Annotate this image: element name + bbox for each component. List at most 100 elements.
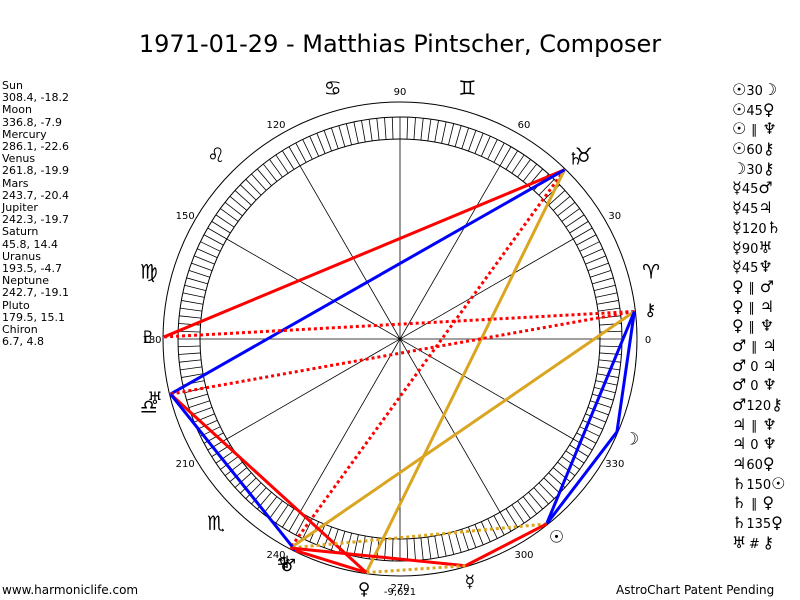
degree-tick	[538, 482, 555, 499]
degree-tick	[215, 450, 235, 464]
zodiac-sign-icon: ♍	[140, 260, 158, 284]
degree-tick	[528, 491, 544, 510]
degree-tick	[598, 359, 621, 363]
aspect-symbol: ∥	[751, 123, 758, 139]
degree-tick	[323, 130, 332, 152]
aspect-symbol: 45	[741, 182, 759, 198]
aspect-row: ♃ 60 ♀	[732, 454, 786, 474]
degree-tick	[178, 352, 201, 355]
aspect-line	[290, 522, 547, 550]
planet-coords-sun: 308.4, -18.2	[2, 91, 69, 105]
planet-icon-chiron: ⚷	[644, 301, 656, 321]
degree-tick	[441, 121, 447, 144]
aspect-row: ☉ 60 ⚷	[732, 139, 786, 159]
aspect-line	[169, 168, 566, 396]
degree-tick	[413, 117, 416, 140]
planet-coords-pluto: 179.5, 15.1	[2, 310, 65, 324]
planet-coords-neptune: 242.7, -19.1	[2, 286, 69, 300]
degree-label: 120	[266, 120, 285, 131]
degree-tick	[251, 173, 267, 191]
degree-tick	[194, 255, 215, 265]
degree-label: 240	[266, 550, 285, 561]
degree-tick	[203, 234, 224, 246]
degree-label: 30	[608, 211, 621, 222]
degree-tick	[468, 526, 477, 548]
degree-tick	[592, 393, 614, 401]
planet-icon-uranus: ♅	[147, 389, 162, 409]
degree-tick	[406, 117, 409, 140]
aspect-planet-b: ☽	[762, 80, 778, 99]
aspect-planet-b: ♃	[762, 355, 777, 375]
degree-tick	[522, 496, 537, 515]
aspect-row: ♂ 0 ♃	[732, 356, 786, 376]
degree-tick	[180, 366, 203, 371]
planet-name-jupiter: Jupiter	[2, 201, 38, 215]
aspect-planet-a: ♀	[732, 316, 744, 336]
aspect-row: ☿ 45 ♃	[732, 198, 786, 218]
degree-tick	[188, 270, 210, 278]
planet-coords-venus: 261.8, -19.9	[2, 164, 69, 178]
planet-coords-jupiter: 242.3, -19.7	[2, 213, 69, 227]
aspect-planet-b: ♆	[762, 414, 777, 434]
planet-coords-saturn: 45.8, 14.4	[2, 237, 58, 251]
degree-tick	[197, 248, 218, 259]
degree-tick	[593, 386, 616, 394]
degree-tick	[220, 208, 239, 222]
planet-coords-uranus: 193.5, -4.7	[2, 262, 62, 276]
degree-tick	[224, 202, 243, 217]
planet-name-venus: Venus	[2, 152, 36, 166]
aspect-symbol: ∥	[751, 497, 758, 513]
degree-tick	[282, 150, 295, 170]
aspect-row: ♃ 0 ♆	[732, 434, 786, 454]
degree-tick	[587, 262, 609, 271]
aspect-symbol: 120	[746, 399, 772, 414]
degree-tick	[597, 366, 620, 371]
zodiac-sign-icon: ♎	[140, 394, 158, 418]
aspect-planet-a: ☽	[732, 158, 747, 178]
planet-name-moon: Moon	[2, 103, 32, 117]
degree-tick	[240, 184, 257, 201]
planet-coords-mercury: 286.1, -22.6	[2, 140, 69, 154]
aspect-planet-b: ♂	[758, 178, 773, 198]
degree-label: 270	[390, 583, 409, 594]
degree-tick	[552, 467, 571, 483]
degree-tick	[441, 534, 447, 557]
aspect-planet-b: ♂	[759, 276, 775, 296]
degree-tick	[592, 277, 614, 285]
degree-tick	[256, 168, 272, 187]
degree-tick	[234, 472, 252, 488]
aspect-symbol: 120	[741, 221, 767, 237]
aspect-planet-a: ♅	[732, 532, 747, 552]
aspect-row: ♄ 150 ☉	[732, 474, 786, 494]
degree-tick	[557, 461, 576, 476]
aspect-symbol: 0	[750, 359, 759, 375]
degree-tick	[353, 534, 359, 557]
footer-website[interactable]: www.harmoniclife.com	[2, 583, 139, 597]
planet-name-chiron: Chiron	[2, 323, 38, 337]
aspect-line	[545, 431, 619, 525]
aspect-planet-b: ♅	[758, 237, 773, 257]
degree-tick	[211, 221, 231, 234]
degree-tick	[582, 248, 603, 259]
degree-tick	[420, 118, 424, 141]
degree-tick	[480, 521, 491, 542]
aspect-symbol: ∥	[748, 300, 755, 316]
degree-tick	[224, 461, 243, 476]
degree-tick	[511, 504, 525, 524]
aspect-row: ♅ # ⚷	[732, 533, 786, 553]
aspect-row: ☿ 90 ♅	[732, 238, 786, 258]
aspect-planet-b: ♃	[758, 198, 773, 218]
aspect-row: ☽ 30 ⚷	[732, 159, 786, 179]
aspect-planet-a: ☉	[732, 139, 747, 159]
degree-tick	[191, 262, 213, 271]
degree-tick	[384, 117, 387, 140]
house-spoke	[226, 238, 574, 440]
degree-tick	[543, 477, 560, 494]
degree-tick	[179, 359, 202, 363]
degree-label: 90	[394, 87, 407, 98]
planet-name-mars: Mars	[2, 176, 29, 190]
aspect-symbol: #	[748, 536, 760, 552]
degree-tick	[181, 373, 204, 378]
degree-tick	[361, 120, 366, 143]
degree-tick	[493, 142, 505, 163]
